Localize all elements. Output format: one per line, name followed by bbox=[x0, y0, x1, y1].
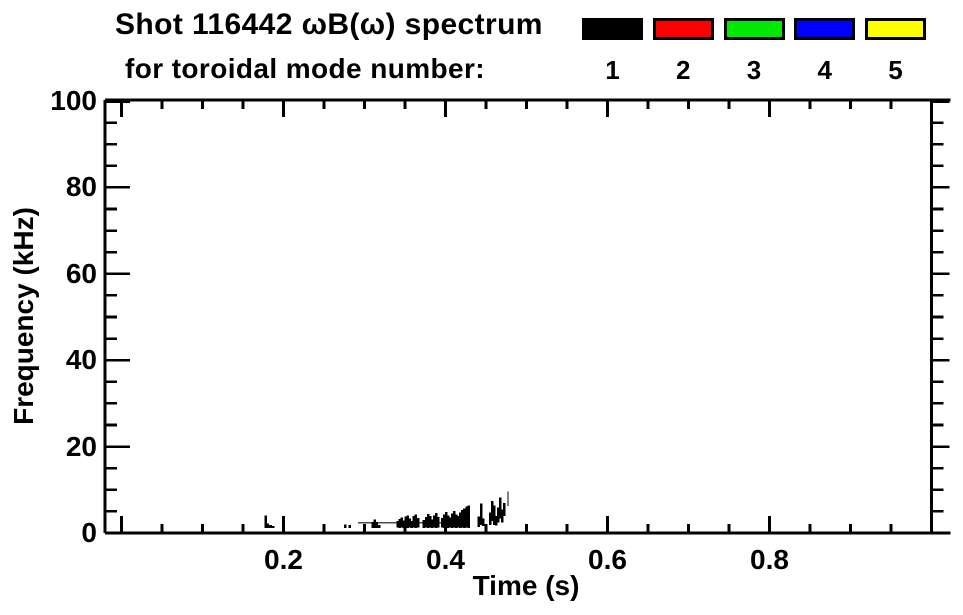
data-mark bbox=[398, 519, 402, 528]
data-mark bbox=[404, 516, 408, 528]
data-mark bbox=[414, 514, 418, 528]
y-tick-label: 100 bbox=[50, 85, 97, 116]
data-mark bbox=[266, 523, 270, 528]
data-mark bbox=[479, 503, 483, 525]
data-mark bbox=[445, 511, 448, 528]
x-tick-label: 0.6 bbox=[588, 544, 627, 575]
data-mark bbox=[396, 520, 400, 528]
data-mark bbox=[271, 526, 275, 528]
data-mark bbox=[442, 514, 446, 528]
chart-subtitle: for toroidal mode number: bbox=[125, 53, 485, 84]
data-mark bbox=[465, 506, 468, 528]
data-mark bbox=[502, 503, 506, 517]
data-mark bbox=[449, 517, 452, 528]
chart-title: Shot 116442 ωB(ω) spectrum bbox=[115, 8, 543, 41]
data-mark bbox=[269, 525, 272, 529]
legend-swatch-mode-5 bbox=[865, 18, 926, 40]
data-mark bbox=[424, 517, 428, 528]
x-axis-label: Time (s) bbox=[472, 570, 580, 601]
legend-item-label: 3 bbox=[746, 55, 762, 85]
data-mark bbox=[455, 514, 458, 528]
data-mark bbox=[494, 516, 498, 526]
data-mark bbox=[447, 515, 450, 528]
data-mark bbox=[371, 521, 374, 528]
data-mark bbox=[481, 518, 485, 527]
data-mark bbox=[440, 517, 444, 528]
data-mark bbox=[400, 517, 404, 528]
data-mark bbox=[451, 513, 454, 528]
data-mark bbox=[412, 516, 416, 528]
data-mark bbox=[422, 520, 426, 528]
data-mark bbox=[461, 510, 464, 528]
y-tick-label: 80 bbox=[65, 171, 97, 203]
y-tick-label: 40 bbox=[65, 344, 97, 376]
data-mark bbox=[348, 525, 352, 528]
data-mark bbox=[457, 516, 460, 528]
legend-swatch-mode-1 bbox=[582, 18, 643, 40]
data-mark bbox=[436, 517, 440, 528]
data-mark bbox=[402, 520, 406, 528]
data-mark bbox=[507, 491, 509, 506]
x-tick-label: 0.8 bbox=[750, 544, 789, 575]
data-mark bbox=[459, 512, 462, 528]
legend-swatch-mode-2 bbox=[652, 18, 714, 40]
legend-item-label: 5 bbox=[888, 55, 903, 85]
y-axis-label: Frequency (kHz) bbox=[8, 207, 39, 425]
legend-item-label: 4 bbox=[817, 55, 832, 85]
legend-item-label: 1 bbox=[605, 55, 620, 85]
x-tick-label: 0.4 bbox=[426, 544, 465, 575]
legend-swatch-mode-3 bbox=[723, 18, 785, 40]
data-mark bbox=[426, 513, 430, 528]
data-mark bbox=[416, 517, 420, 528]
data-mark bbox=[406, 515, 410, 528]
y-tick-label: 60 bbox=[65, 257, 97, 289]
legend-item-label: 2 bbox=[676, 55, 691, 85]
data-mark bbox=[410, 520, 414, 528]
data-mark bbox=[430, 519, 434, 528]
data-mark bbox=[467, 505, 470, 528]
data-mark bbox=[343, 524, 347, 528]
data-mark bbox=[453, 510, 456, 528]
data-mark bbox=[264, 515, 267, 528]
data-mark bbox=[375, 521, 378, 528]
data-mark bbox=[500, 509, 504, 523]
data-mark bbox=[498, 497, 502, 519]
data-mark bbox=[490, 501, 494, 521]
data-mark bbox=[373, 519, 376, 528]
data-mark bbox=[434, 513, 438, 528]
y-tick-label: 0 bbox=[81, 517, 97, 548]
x-tick-label: 0.2 bbox=[264, 544, 303, 575]
data-mark bbox=[488, 512, 492, 525]
data-mark bbox=[463, 508, 466, 528]
data-mark bbox=[492, 505, 496, 525]
data-mark bbox=[408, 518, 412, 528]
data-mark bbox=[477, 516, 481, 527]
data-mark bbox=[428, 516, 432, 528]
legend-swatch-mode-4 bbox=[794, 18, 856, 40]
y-tick-label: 20 bbox=[65, 430, 97, 462]
data-mark bbox=[377, 524, 381, 529]
data-mark bbox=[496, 507, 500, 523]
data-mark bbox=[432, 515, 436, 528]
